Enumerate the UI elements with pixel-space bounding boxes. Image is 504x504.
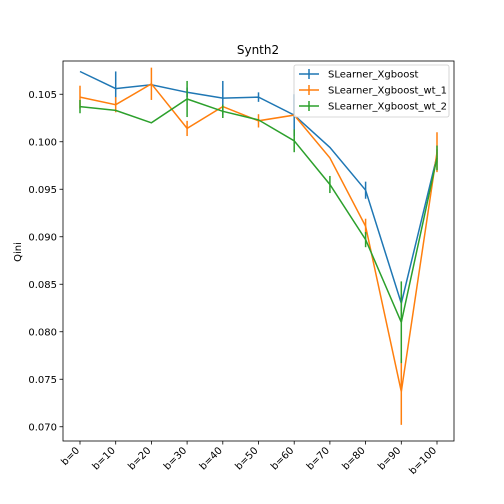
legend: SLearner_Xgboost SLearner_Xgboost_wt_1 SLe…: [293, 64, 450, 118]
series-line-3: [79, 98, 438, 325]
y-tick-label: 0.100: [28, 137, 57, 148]
legend-box: [293, 64, 450, 118]
legend-label: SLearner_Xgboost: [328, 70, 419, 81]
y-tick-label: 0.090: [28, 232, 57, 243]
y-tick-label: 0.070: [28, 422, 57, 433]
y-tick-label: 0.105: [28, 90, 57, 101]
plot-area: [79, 67, 438, 425]
legend-label: SLearner_Xgboost_wt_1: [328, 86, 447, 97]
y-tick-label: 0.085: [28, 280, 57, 291]
legend-label: SLearner_Xgboost_wt_2: [328, 102, 447, 113]
y-tick-label: 0.080: [28, 327, 57, 338]
y-tick-label: 0.075: [28, 375, 57, 386]
y-axis-title: Qini: [13, 242, 24, 262]
y-tick-label: 0.095: [28, 185, 57, 196]
chart-title: Synth2: [237, 43, 279, 57]
